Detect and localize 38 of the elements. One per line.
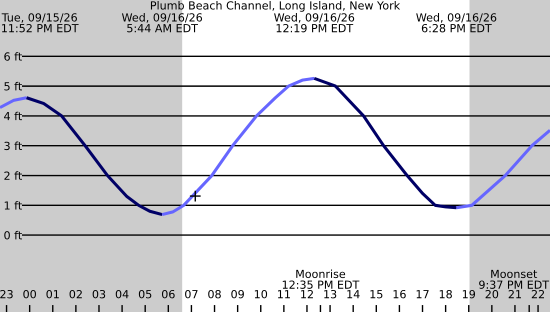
x-tick-label: 15 [370,290,382,298]
x-tick-label: 06 [162,290,175,298]
x-tick-label: 14 [347,290,360,298]
y-tick-label: 5 ft [4,82,22,90]
y-tick-label: 1 ft [4,201,22,210]
x-tick-label: 13 [324,290,336,298]
y-tick-label: 0 ft [4,230,22,240]
x-tick-label: 07 [185,290,198,298]
x-tick-label: 09 [231,290,244,298]
annotation: Moonset 9:37 PM EDT [479,270,550,289]
x-tick-label: 00 [23,290,36,298]
x-tick-label: 12 [301,290,313,298]
x-tick-label: 18 [440,290,452,298]
y-tick-label: 6 ft [4,52,22,61]
annotation: Wed, 09/16/26 12:19 PM EDT [274,13,354,32]
y-tick-label: 2 ft [4,171,22,180]
x-tick-label: 02 [70,290,82,298]
annotation: Tue, 09/15/26 11:52 PM EDT [2,13,79,32]
x-tick-label: 22 [532,290,544,298]
x-tick-label: 10 [254,290,268,298]
x-tick-label: 03 [92,290,106,298]
chart-title: Plumb Beach Channel, Long Island, New York [150,1,400,12]
x-tick-label: 20 [486,290,498,298]
y-tick-label: 4 ft [4,112,22,120]
x-tick-label: 16 [394,290,406,298]
x-tick-label: 19 [462,290,476,298]
x-tick-label: 08 [208,290,221,298]
x-tick-label: 11 [278,290,290,298]
annotation: Wed, 09/16/26 5:44 AM EDT [122,13,202,32]
x-tick-label: 01 [46,290,59,298]
x-tick-label: 17 [416,290,429,298]
x-tick-label: 05 [138,290,152,298]
y-tick-label: 3 ft [4,142,22,150]
annotation: Moonrise 12:35 PM EDT [282,269,360,289]
x-tick-label: 21 [508,290,521,298]
x-tick-label: 23 [0,290,13,298]
x-tick-label: 04 [116,290,129,298]
annotation: Wed, 09/16/26 6:28 PM EDT [416,13,496,32]
